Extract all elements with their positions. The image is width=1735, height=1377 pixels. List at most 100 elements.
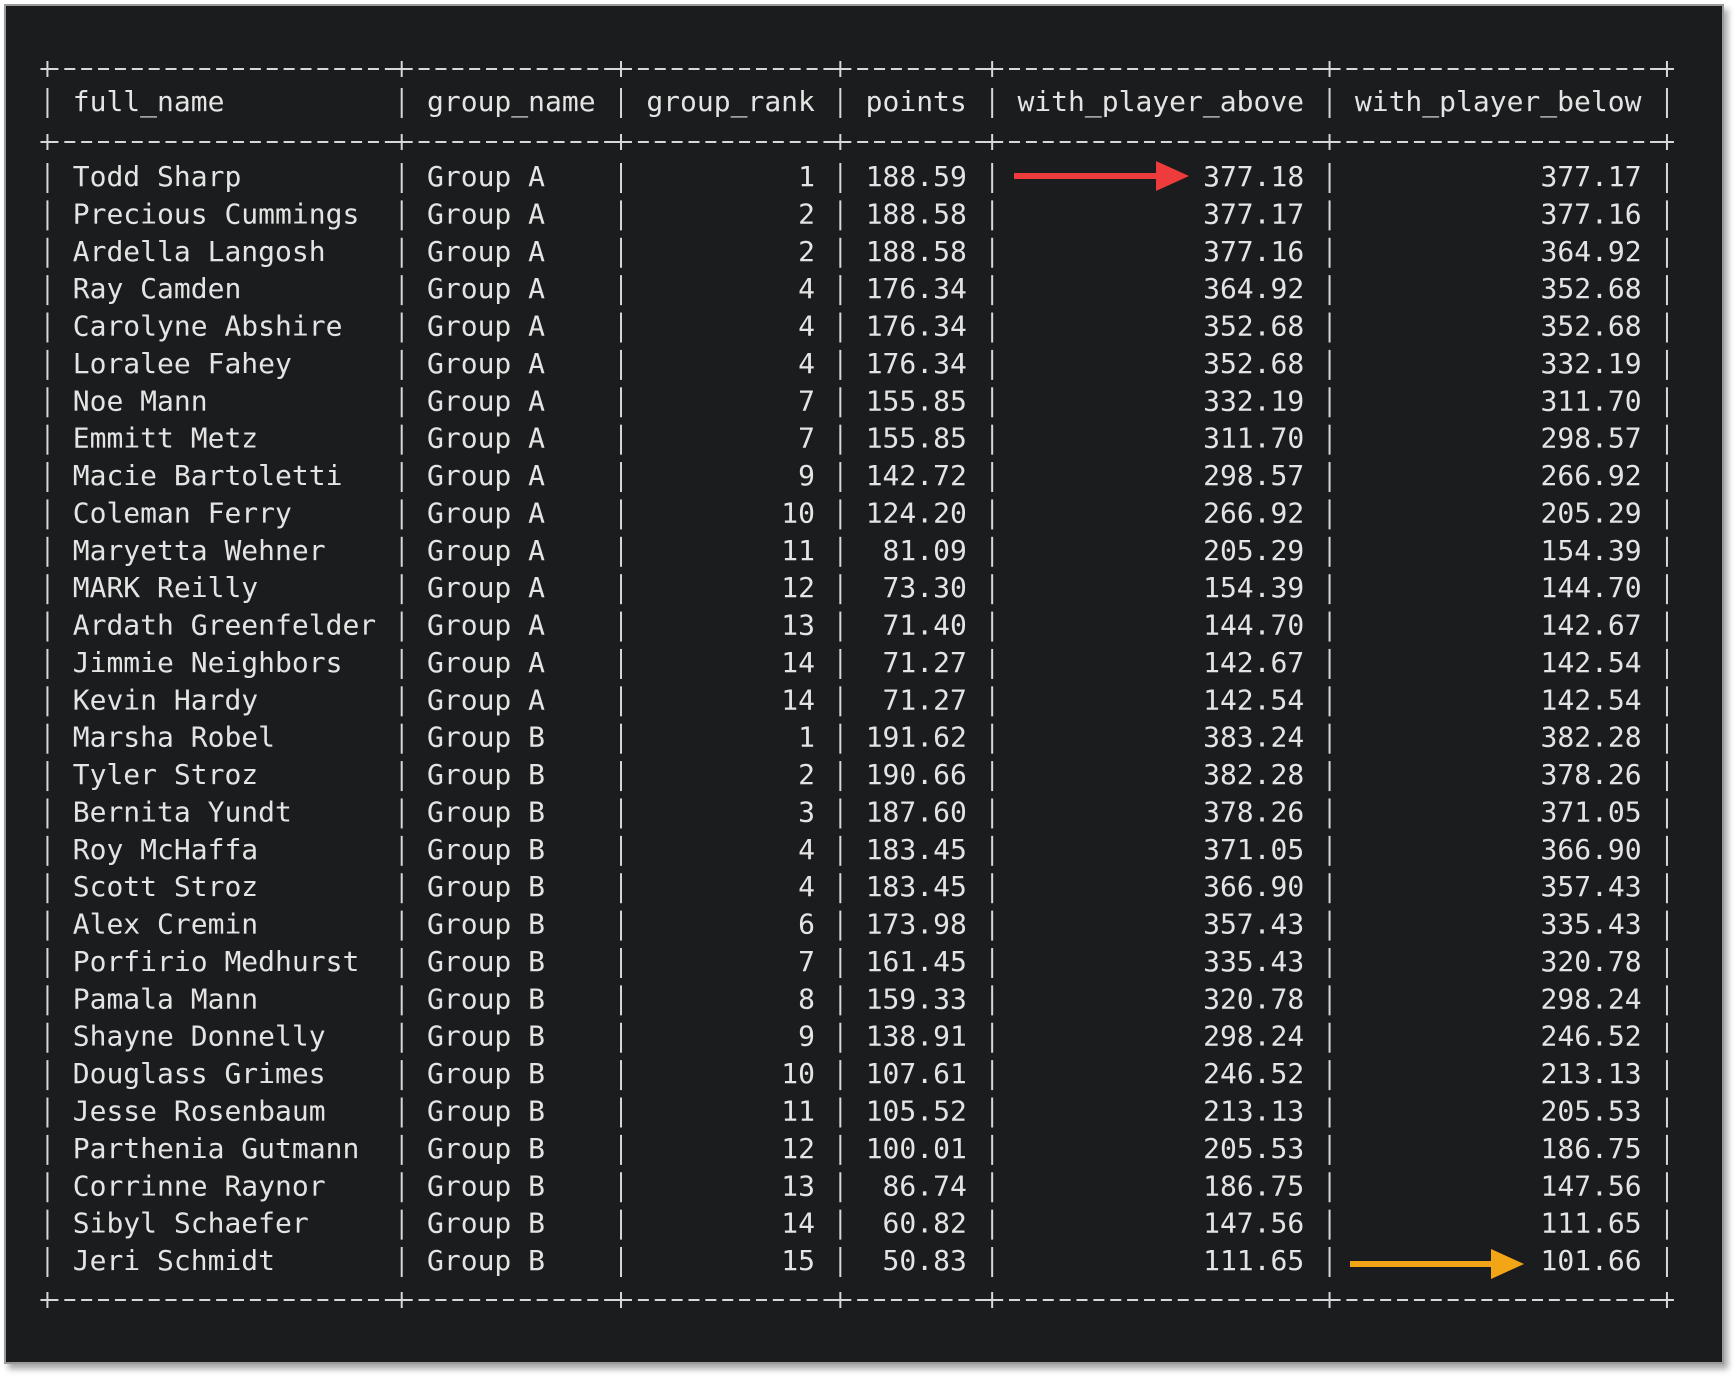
table-cell: 4	[798, 272, 815, 305]
table-cell: 213.13	[1203, 1095, 1304, 1128]
table-cell: 246.52	[1203, 1057, 1304, 1090]
column-header: group_name	[427, 85, 596, 119]
table-cell: Group A	[427, 422, 545, 455]
table-cell: 298.24	[1540, 982, 1641, 1015]
table-cell: 364.92	[1540, 235, 1641, 268]
table-cell: 332.19	[1203, 384, 1304, 417]
table-cell: Group B	[427, 1095, 545, 1128]
table-cell: 205.53	[1540, 1095, 1641, 1128]
table-cell: 320.78	[1540, 945, 1641, 978]
table-cell: 377.16	[1203, 235, 1304, 268]
table-cell: 357.43	[1203, 908, 1304, 941]
table-cell: 155.85	[866, 384, 967, 417]
table-cell: Scott Stroz	[73, 870, 258, 903]
table-cell: 7	[798, 384, 815, 417]
table-cell: 9	[798, 459, 815, 492]
table-cell: Group B	[427, 1020, 545, 1053]
table-cell: 13	[781, 1169, 815, 1202]
table-cell: Bernita Yundt	[73, 795, 292, 828]
table-cell: Group B	[427, 1169, 545, 1202]
table-cell: 142.67	[1203, 646, 1304, 679]
table-cell: 154.39	[1540, 534, 1641, 567]
table-cell: Jesse Rosenbaum	[73, 1095, 326, 1128]
table-cell: 352.68	[1203, 347, 1304, 380]
table-cell: 8	[798, 982, 815, 1015]
table-cell: 147.56	[1540, 1169, 1641, 1202]
table-cell: Group A	[427, 310, 545, 343]
table-cell: 159.33	[866, 982, 967, 1015]
table-cell: 205.29	[1203, 534, 1304, 567]
table-cell: 352.68	[1540, 310, 1641, 343]
terminal-panel	[4, 4, 1724, 1364]
table-cell: 14	[781, 683, 815, 716]
table-cell: Group B	[427, 1132, 545, 1165]
table-cell: Macie Bartoletti	[73, 459, 343, 492]
table-cell: 377.17	[1540, 160, 1641, 193]
table-cell: 105.52	[866, 1095, 967, 1128]
table-cell: 14	[781, 646, 815, 679]
table-cell: 366.90	[1203, 870, 1304, 903]
table-cell: Group A	[427, 384, 545, 417]
table-cell: 71.40	[883, 609, 967, 642]
table-cell: 188.59	[866, 160, 967, 193]
table-cell: 1	[798, 721, 815, 754]
table-cell: 183.45	[866, 870, 967, 903]
table-cell: Todd Sharp	[73, 160, 242, 193]
table-cell: 377.18	[1203, 160, 1304, 193]
table-cell: 111.65	[1203, 1244, 1304, 1277]
table-cell: Group A	[427, 609, 545, 642]
table-cell: Group B	[427, 1207, 545, 1240]
table-cell: 298.57	[1203, 459, 1304, 492]
table-cell: 7	[798, 422, 815, 455]
table-cell: 12	[781, 571, 815, 604]
table-cell: 311.70	[1203, 422, 1304, 455]
table-cell: Group A	[427, 534, 545, 567]
table-cell: Ardath Greenfelder	[73, 609, 376, 642]
table-cell: Maryetta Wehner	[73, 534, 326, 567]
table-cell: Group A	[427, 235, 545, 268]
table-cell: Emmitt Metz	[73, 422, 258, 455]
table-cell: Group A	[427, 272, 545, 305]
table-cell: 12	[781, 1132, 815, 1165]
arrow-head	[1156, 161, 1189, 191]
table-cell: Carolyne Abshire	[73, 310, 343, 343]
table-cell: 73.30	[883, 571, 967, 604]
table-cell: 364.92	[1203, 272, 1304, 305]
table-cell: 71.27	[883, 683, 967, 716]
table-cell: Roy McHaffa	[73, 833, 258, 866]
table-cell: 2	[798, 235, 815, 268]
table-cell: Corrinne Raynor	[73, 1169, 326, 1202]
table-cell: Group A	[427, 496, 545, 529]
table-cell: 371.05	[1540, 795, 1641, 828]
table-cell: 378.26	[1203, 795, 1304, 828]
table-cell: 335.43	[1540, 908, 1641, 941]
table-cell: Sibyl Schaefer	[73, 1207, 309, 1240]
table-cell: 188.58	[866, 197, 967, 230]
table-cell: 142.54	[1203, 683, 1304, 716]
table-cell: Group A	[427, 347, 545, 380]
table-cell: 266.92	[1540, 459, 1641, 492]
column-header: with_player_below	[1355, 85, 1642, 119]
table-cell: 173.98	[866, 908, 967, 941]
table-cell: Group A	[427, 683, 545, 716]
table-cell: 10	[781, 1057, 815, 1090]
table-cell: 60.82	[883, 1207, 967, 1240]
table-cell: 266.92	[1203, 496, 1304, 529]
table-cell: Marsha Robel	[73, 721, 275, 754]
table-cell: 377.17	[1203, 197, 1304, 230]
table-cell: 161.45	[866, 945, 967, 978]
table-cell: Kevin Hardy	[73, 683, 258, 716]
table-cell: 142.72	[866, 459, 967, 492]
table-cell: 4	[798, 833, 815, 866]
table-cell: Coleman Ferry	[73, 496, 292, 529]
table-cell: Porfirio Medhurst	[73, 945, 360, 978]
table-cell: Group B	[427, 833, 545, 866]
table-cell: Group A	[427, 459, 545, 492]
table-cell: MARK Reilly	[73, 571, 258, 604]
table-cell: 107.61	[866, 1057, 967, 1090]
table-cell: 144.70	[1203, 609, 1304, 642]
table-cell: 4	[798, 347, 815, 380]
table-cell: Group B	[427, 758, 545, 791]
highlight-arrow	[1350, 1249, 1524, 1279]
